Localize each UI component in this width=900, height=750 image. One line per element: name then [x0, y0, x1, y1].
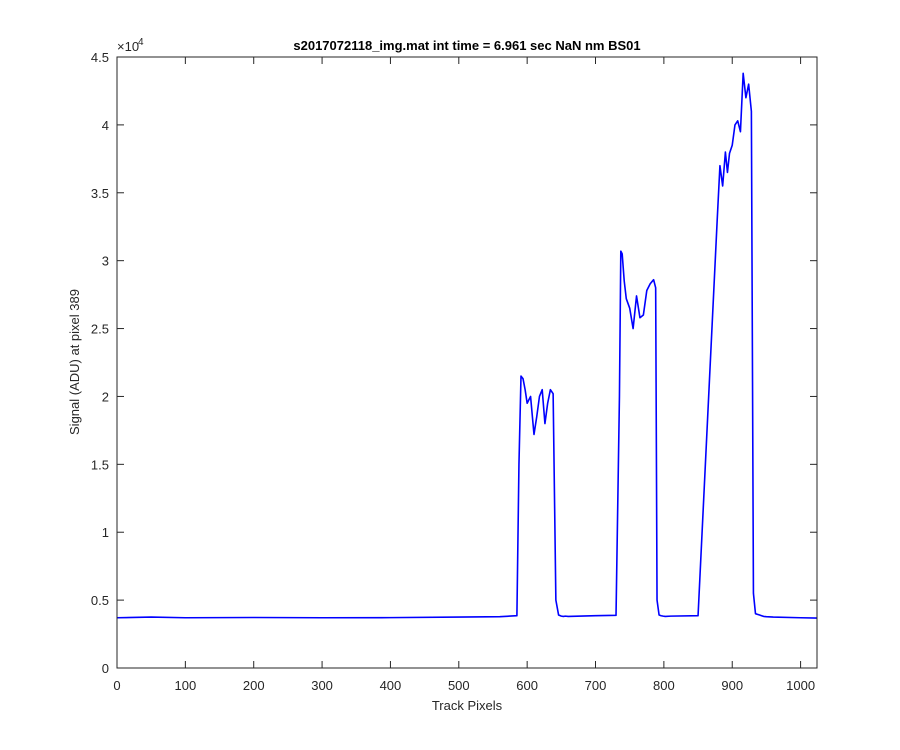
series-layer: [116, 72, 818, 619]
x-tick-label: 500: [448, 678, 470, 693]
y-tick-label: 1: [102, 525, 109, 540]
plot-area: [117, 57, 817, 668]
x-tick-label: 200: [243, 678, 265, 693]
y-tick-label: 2: [102, 389, 109, 404]
x-tick-label: 1000: [786, 678, 815, 693]
axes-box: [116, 56, 818, 669]
x-tick-labels: 0 100 200 300 400 500 600 700 800 900 1000: [113, 678, 815, 693]
y-tick-label: 4.5: [91, 50, 109, 65]
x-tick-label: 900: [721, 678, 743, 693]
x-tick-label: 0: [113, 678, 120, 693]
x-tick-label: 300: [311, 678, 333, 693]
y-tick-label: 0: [102, 661, 109, 676]
x-tick-label: 600: [516, 678, 538, 693]
y-tick-label: 3.5: [91, 186, 109, 201]
x-tick-label: 800: [653, 678, 675, 693]
chart-title: s2017072118_img.mat int time = 6.961 sec…: [293, 38, 640, 53]
y-axis-label: Signal (ADU) at pixel 389: [67, 289, 82, 435]
x-tick-label: 400: [380, 678, 402, 693]
y-tick-labels: 0 0.5 1 1.5 2 2.5 3 3.5 4 4.5: [91, 50, 109, 676]
y-tick-label: 1.5: [91, 457, 109, 472]
y-tick-label: 3: [102, 254, 109, 269]
y-tick-label: 4: [102, 118, 109, 133]
y-exponent-power: 4: [138, 37, 144, 48]
x-tick-label: 100: [175, 678, 197, 693]
series-line-0: [116, 72, 818, 619]
x-axis-label: Track Pixels: [432, 698, 503, 713]
y-exponent-base: ×10: [117, 39, 139, 54]
y-tick-label: 2.5: [91, 322, 109, 337]
y-tick-label: 0.5: [91, 593, 109, 608]
x-tick-label: 700: [585, 678, 607, 693]
